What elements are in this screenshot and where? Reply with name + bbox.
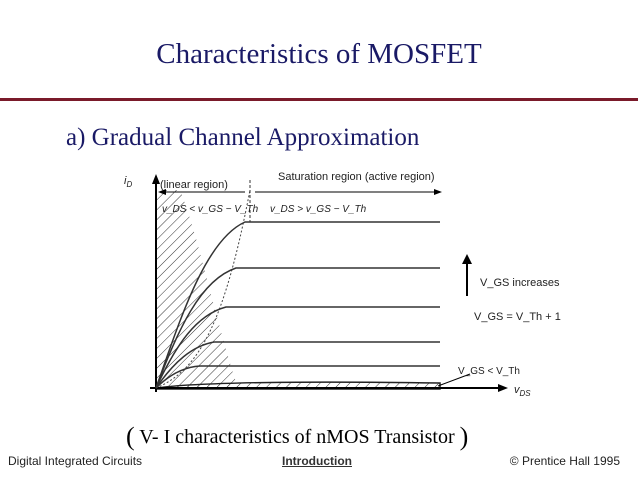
footer-section-link[interactable]: Introduction (282, 454, 352, 468)
figure-caption: ( V- I characteristics of nMOS Transisto… (126, 422, 469, 451)
linear-region-label: (linear region) (160, 179, 228, 191)
saturation-boundary (155, 189, 251, 389)
title-divider (0, 98, 638, 101)
footer-course: Digital Integrated Circuits (8, 454, 143, 468)
x-axis-label: vDS (514, 384, 531, 398)
footer-copyright: © Prentice Hall 1995 (509, 454, 620, 468)
linear-condition-label: v_DS < v_GS − V_Th (162, 204, 259, 215)
curve-4 (155, 341, 440, 389)
slide-subtitle: a) Gradual Channel Approximation (66, 124, 420, 151)
curve-3 (155, 306, 440, 389)
y-axis-arrow (152, 174, 160, 184)
vgs-threshold-plus-label: V_GS = V_Th + 1 (474, 311, 561, 323)
vgs-increases-label: V_GS increases (480, 277, 560, 289)
saturation-region-label: Saturation region (active region) (278, 171, 435, 183)
y-axis-label: iD (124, 175, 132, 189)
curve-1 (155, 221, 440, 389)
slide-title: Characteristics of MOSFET (156, 38, 482, 70)
vgs-below-threshold-label: V_GS < V_Th (458, 366, 520, 377)
saturation-condition-label: v_DS > v_GS − V_Th (270, 204, 367, 215)
cutoff-pointer (437, 373, 471, 387)
curve-2 (155, 267, 440, 389)
curve-5 (155, 365, 440, 389)
x-axis-arrow (498, 384, 508, 392)
